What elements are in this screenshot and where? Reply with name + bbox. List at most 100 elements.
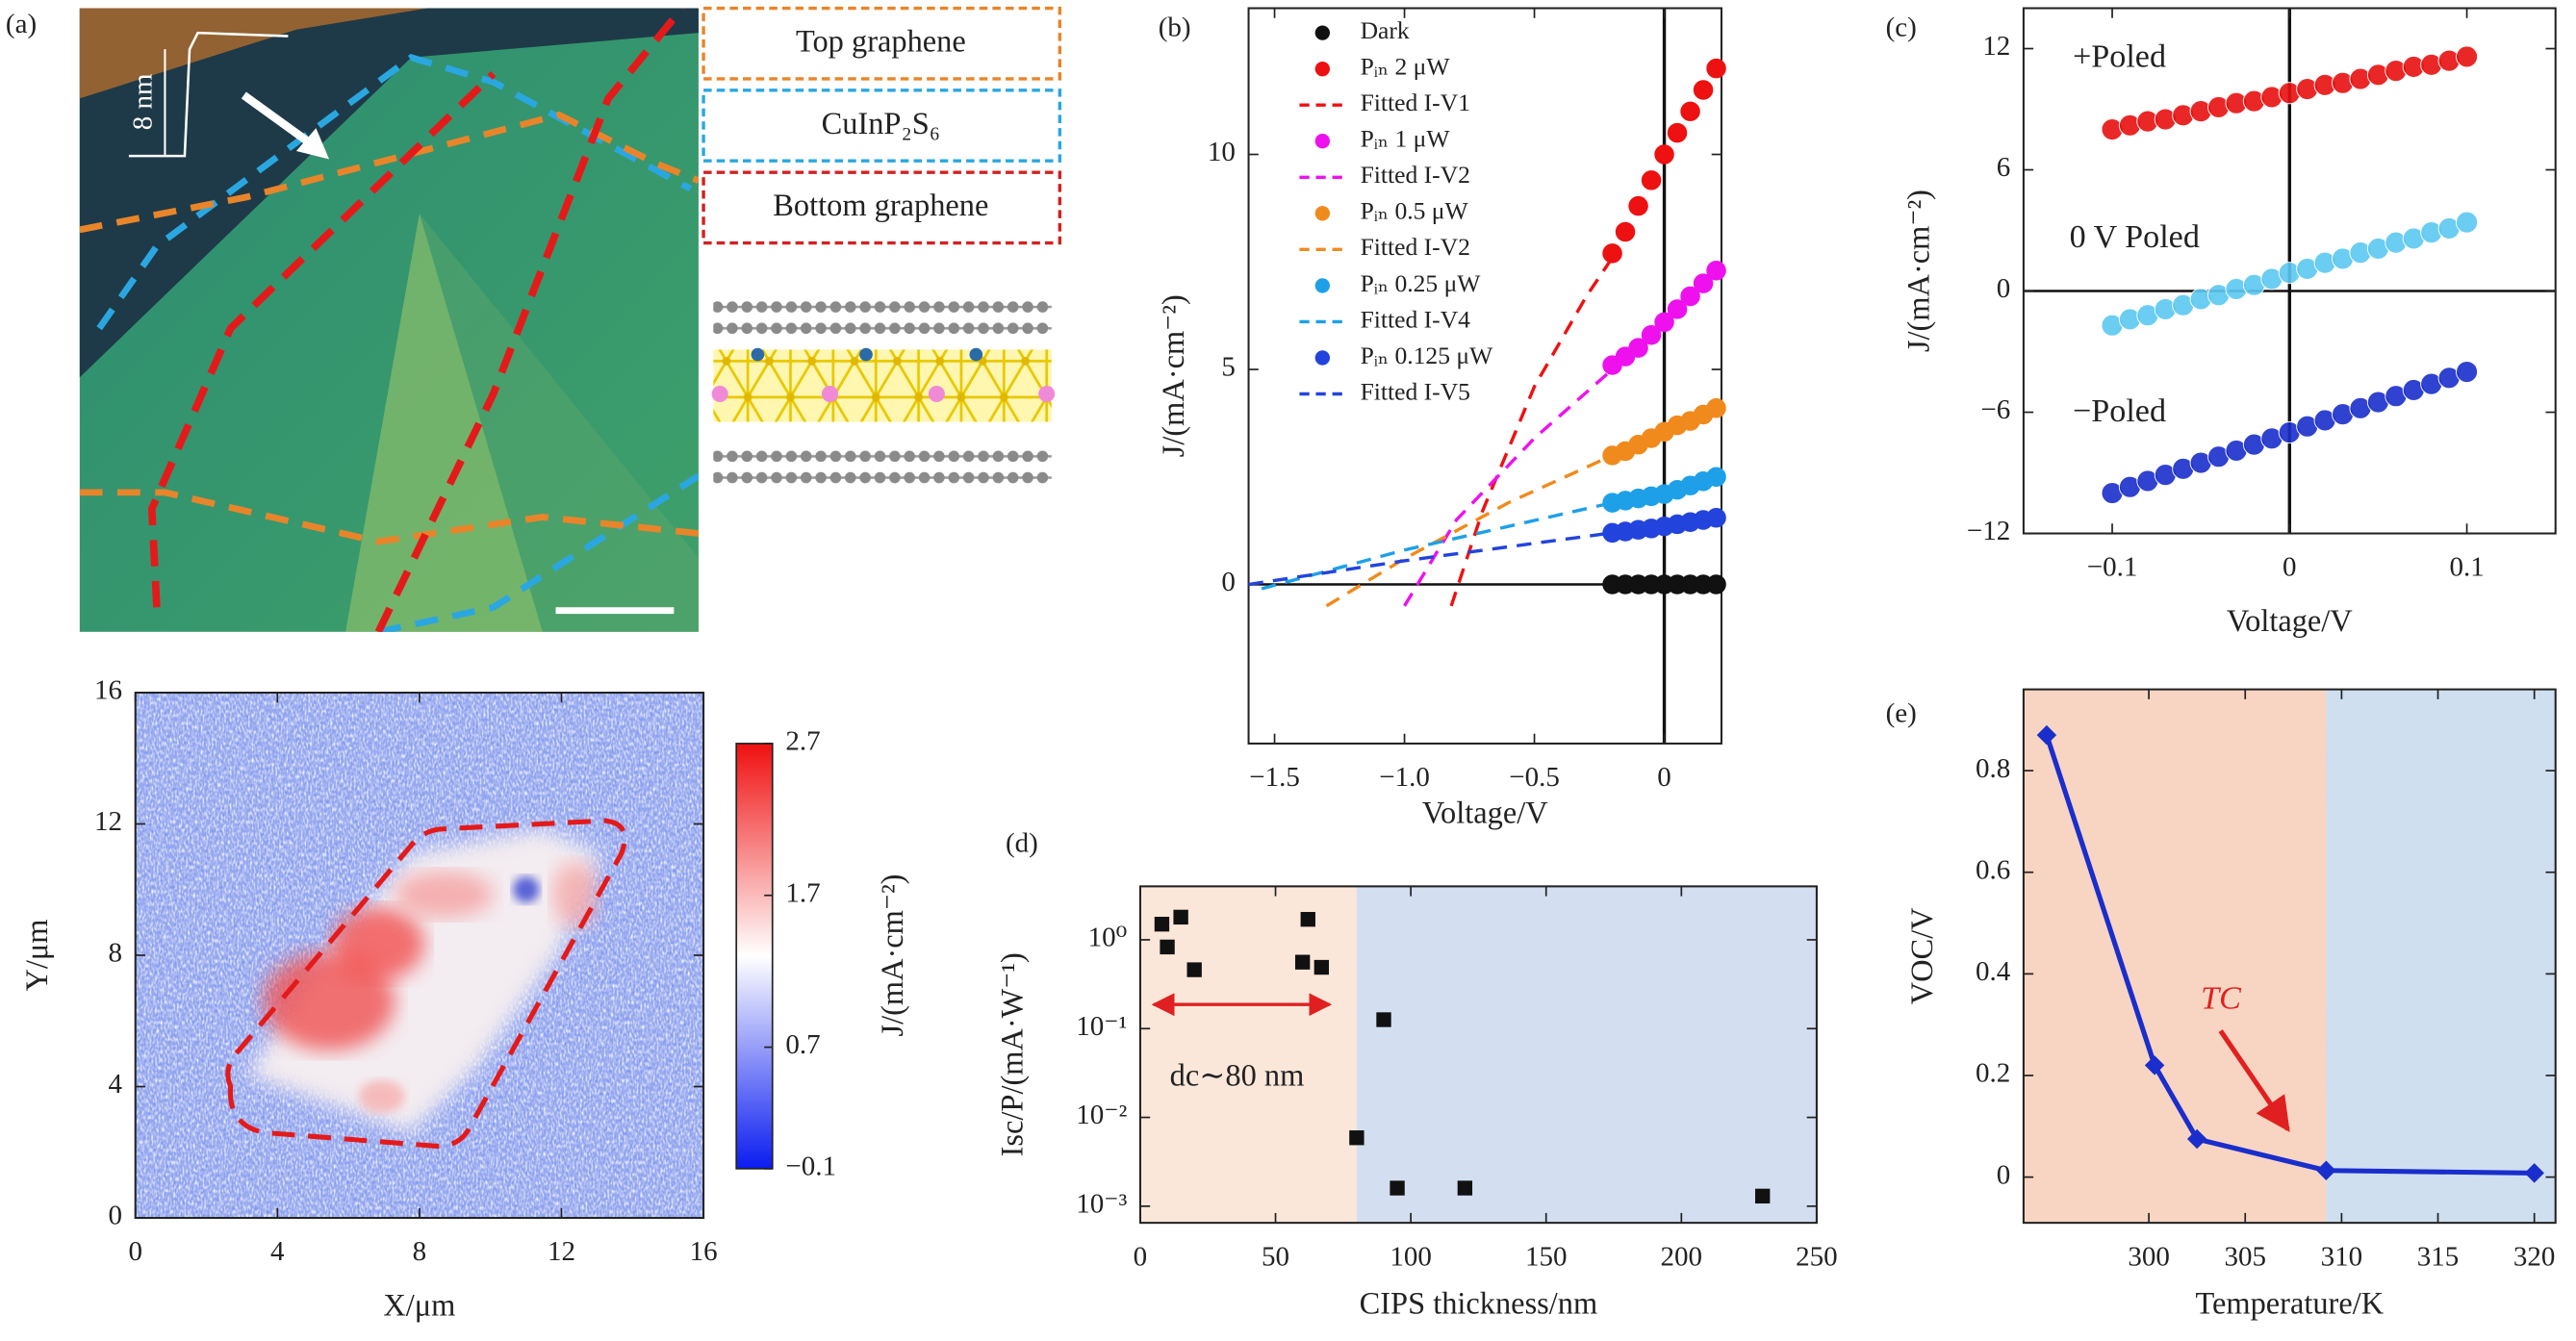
device-outline: [225, 818, 627, 1149]
x-tick-label: 4: [270, 1236, 285, 1267]
legend-label: Pᵢₙ 0.5 μW: [1361, 197, 1469, 225]
y-tick-label: −6: [1980, 394, 2010, 425]
x-tick-label: 315: [2417, 1241, 2460, 1272]
data-point: [1602, 243, 1622, 264]
data-point: [1667, 299, 1688, 319]
y-tick-label: 16: [94, 675, 122, 706]
cu-atom: [1038, 385, 1056, 403]
data-point: [1186, 962, 1202, 977]
data-line: [1325, 453, 1614, 608]
legend-box: [701, 170, 1062, 245]
legend-label: CuInP₂S₆: [822, 107, 940, 141]
electrode-region: [79, 8, 428, 99]
y-tick-label: −12: [1967, 516, 2010, 546]
cu-atom: [928, 385, 945, 403]
data-point: [1706, 398, 1726, 418]
substrate-region: [79, 8, 699, 378]
data-point: [1706, 508, 1726, 528]
legend-marker: [1314, 61, 1331, 77]
y-axis-label: VOC/V: [1905, 907, 1940, 1004]
y-tick-label: 12: [94, 806, 122, 837]
legend-label: Pᵢₙ 0.25 μW: [1361, 269, 1482, 297]
data-point: [1706, 260, 1726, 281]
top-graphene-outline-lower: [79, 489, 699, 545]
plot-frame: [1138, 885, 1818, 1225]
data-point: [1654, 144, 1674, 164]
region: [2023, 689, 2327, 1224]
data-point: [1654, 312, 1674, 333]
data-line: [1248, 531, 1613, 587]
x-axis-label: Voltage/V: [2227, 604, 2353, 639]
data-point: [1706, 574, 1726, 595]
data-point: [1628, 195, 1648, 216]
region: [1139, 886, 1357, 1224]
legend-label: Pᵢₙ 2 μW: [1361, 53, 1451, 81]
map-hot-spot: [332, 907, 425, 980]
colorbar-tick-label: 0.7: [785, 1029, 820, 1060]
y-tick-label: 10: [1208, 137, 1236, 167]
colorbar-label: J/(mA·cm⁻²): [876, 874, 910, 1037]
legend-label: Bottom graphene: [773, 189, 988, 223]
data-point: [1706, 467, 1726, 488]
x-tick-label: 150: [1525, 1241, 1568, 1272]
x-tick-label: 16: [690, 1236, 718, 1267]
data-point: [1173, 909, 1188, 925]
y-axis-label: J/(mA·cm⁻²): [1157, 294, 1191, 457]
data-point: [1349, 1130, 1365, 1146]
data-point: [1680, 286, 1700, 307]
x-tick-label: 320: [2513, 1241, 2556, 1272]
y-tick-label: 5: [1221, 352, 1236, 383]
series-label: −Poled: [2073, 393, 2166, 429]
x-tick-label: 310: [2321, 1241, 2363, 1272]
data-point: [1615, 221, 1636, 242]
legend-marker: [1314, 206, 1331, 221]
legend-label: Pᵢₙ 1 μW: [1361, 125, 1451, 153]
y-tick-label: 0: [109, 1201, 123, 1231]
legend-label: Fitted I-V4: [1361, 305, 1471, 333]
x-tick-label: 0: [1134, 1241, 1148, 1272]
y-tick-label: 0: [1221, 567, 1236, 597]
series-label: +Poled: [2073, 38, 2166, 74]
y-tick-label: 10⁻¹: [1076, 1011, 1127, 1042]
x-axis-label: X/μm: [383, 1288, 455, 1323]
x-tick-label: −0.5: [1509, 762, 1560, 793]
x-tick-label: −0.1: [2087, 552, 2138, 583]
annotation: TC: [2201, 981, 2242, 1017]
legend-label: Pᵢₙ 0.125 μW: [1361, 342, 1494, 369]
bottom-graphene-outline-right: [374, 8, 685, 632]
x-tick-label: 200: [1661, 1241, 1703, 1272]
bottom-graphene-layers: [713, 446, 1052, 490]
legend-label: Fitted I-V2: [1361, 161, 1470, 189]
data-point: [1754, 1188, 1771, 1204]
legend-label: Fitted I-V1: [1361, 89, 1470, 116]
x-tick-label: −1.5: [1249, 762, 1300, 793]
arrow-head: [295, 128, 330, 160]
map-hot-spot: [552, 861, 599, 928]
x-axis-label: CIPS thickness/nm: [1360, 1287, 1598, 1322]
colorbar-tick-label: −0.1: [785, 1151, 836, 1182]
data-point: [1160, 939, 1175, 955]
top-graphene-layers: [713, 295, 1052, 339]
bottom-graphene-outline: [147, 71, 497, 608]
height-label: 8 nm: [128, 73, 159, 130]
data-point: [1300, 911, 1315, 927]
x-tick-label: 250: [1796, 1241, 1838, 1272]
x-tick-label: 0: [128, 1236, 142, 1267]
current-map: [135, 693, 704, 1219]
data-point: [1154, 917, 1170, 932]
x-tick-label: 50: [1262, 1241, 1289, 1272]
y-axis-label: Isc/P/(mA·W⁻¹): [996, 952, 1031, 1156]
data-point: [1693, 80, 1714, 100]
panel-label: (c): [1886, 12, 1917, 42]
colorbar-tick-label: 1.7: [785, 877, 820, 908]
y-tick-label: 10⁻²: [1076, 1100, 1127, 1130]
data-line: [1403, 367, 1614, 607]
panel-label: (d): [1006, 827, 1038, 858]
data-point: [1667, 122, 1688, 143]
top-graphene-outline: [79, 111, 699, 234]
plot-frame: [2022, 688, 2557, 1225]
y-tick-label: 0.8: [1976, 753, 2010, 784]
data-point: [2036, 724, 2057, 746]
